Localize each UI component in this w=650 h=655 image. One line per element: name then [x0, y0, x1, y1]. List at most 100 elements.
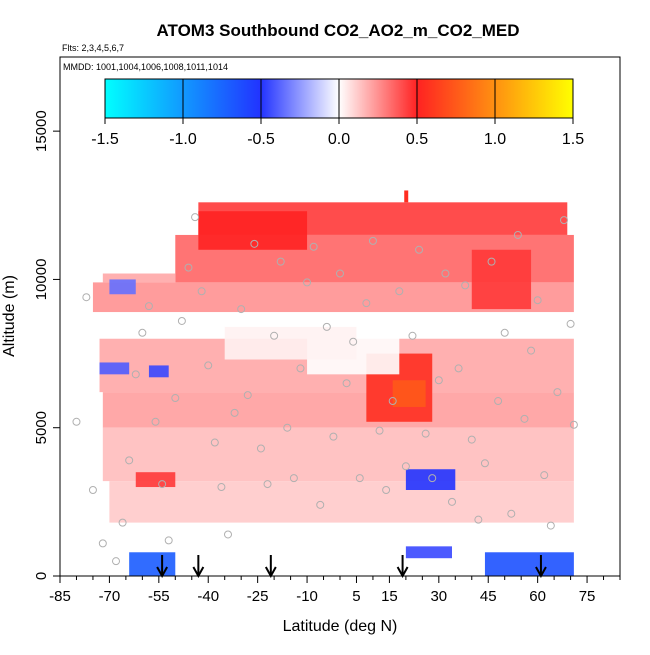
sample-point-8: [138, 328, 147, 337]
sample-point-4: [112, 557, 120, 566]
heatmap-cell-2: [102, 273, 176, 283]
sample-point-14: [177, 316, 186, 325]
colorbar-tick-label-3: 0.0: [328, 131, 350, 148]
sample-point-26: [256, 444, 265, 453]
sample-point-66: [520, 414, 529, 423]
x-tick-label-0: -85: [49, 588, 71, 605]
flight-arrow-head: [192, 566, 205, 579]
x-axis-label: Latitude (deg N): [283, 618, 398, 635]
heatmap-cell-13: [405, 546, 452, 559]
sample-point-45: [382, 485, 391, 494]
sample-point-62: [494, 397, 503, 406]
heatmap-cell-12: [484, 552, 574, 576]
heatmap-cell-11: [129, 552, 176, 576]
x-tick-label-3: -40: [197, 588, 219, 605]
heatmap-cell-6: [102, 427, 574, 482]
sample-point-54: [441, 269, 450, 278]
sample-point-23: [237, 305, 246, 314]
sample-point-40: [349, 337, 358, 346]
x-axis: -85 -70 -55 -40 -25 -10 5 15 30 45 60 75: [49, 575, 621, 605]
flight-arrow-0: [156, 555, 168, 579]
colorbar-tick-label-2: -0.5: [247, 131, 275, 148]
sample-point-50: [415, 245, 424, 254]
x-tick-label-8: 30: [430, 588, 447, 605]
sample-point-15: [184, 263, 193, 272]
flight-arrow-3: [396, 555, 409, 579]
y-tick-label-3: 15000: [33, 110, 50, 152]
sample-point-41: [355, 474, 364, 483]
sample-point-73: [566, 319, 575, 328]
sample-point-33: [303, 278, 312, 287]
sample-point-29: [276, 257, 285, 266]
sample-point-5: [118, 518, 127, 527]
sample-point-63: [500, 328, 509, 337]
sample-point-34: [309, 242, 318, 251]
sample-point-51: [421, 429, 430, 438]
sample-point-53: [434, 376, 443, 385]
sample-point-43: [368, 236, 377, 245]
sample-point-18: [204, 361, 213, 370]
flight-arrow-head: [264, 566, 277, 579]
flight-arrow-head: [535, 566, 547, 579]
sample-point-25: [250, 239, 259, 248]
flight-arrows: [156, 555, 547, 579]
flight-arrow-head: [396, 566, 409, 579]
sample-point-57: [461, 281, 470, 290]
chart-subtitle-dates: MMDD: 1001,1004,1006,1008,1011,1014: [63, 62, 228, 72]
sample-point-22: [230, 408, 239, 417]
sample-point-21: [224, 530, 232, 539]
y-tick-label-0: 0: [33, 572, 50, 580]
sample-point-12: [164, 536, 173, 545]
x-tick-label-4: -25: [247, 588, 269, 605]
sample-point-2: [88, 485, 97, 494]
sample-point-69: [540, 471, 549, 480]
sample-point-37: [329, 432, 338, 441]
sample-point-36: [322, 322, 331, 331]
sample-point-31: [289, 474, 298, 483]
sample-point-13: [171, 394, 180, 403]
heatmap-cell-10: [405, 469, 456, 490]
x-tick-label-10: 60: [529, 588, 546, 605]
sample-point-30: [283, 423, 292, 432]
sample-point-7: [131, 370, 140, 379]
sample-point-46: [388, 397, 397, 406]
sample-point-6: [125, 456, 134, 465]
chart-subtitle-flights: Flts: 2,3,4,5,6,7: [62, 43, 124, 53]
heatmap-cell-5: [102, 392, 574, 428]
heatmap-cell-19: [471, 249, 532, 310]
sample-point-27: [263, 480, 272, 489]
sample-point-65: [513, 230, 522, 239]
sample-point-59: [474, 515, 483, 524]
sample-point-55: [448, 497, 456, 506]
flight-arrow-4: [535, 555, 547, 579]
sample-point-61: [487, 257, 496, 266]
colorbar-tick-label-0: -1.5: [91, 131, 119, 148]
sample-point-20: [217, 483, 226, 492]
sample-point-35: [316, 500, 325, 509]
x-tick-label-6: 5: [352, 588, 360, 605]
sample-point-19: [210, 438, 219, 447]
sample-point-38: [336, 269, 344, 278]
colorbar-ticks: -1.5 -1.0 -0.5 0.0 0.5 1.0 1.5: [91, 79, 584, 148]
y-axis-label: Altitude (m): [1, 275, 18, 357]
heatmap-cell-9: [392, 380, 426, 407]
sample-point-39: [342, 379, 351, 388]
sample-point-49: [408, 331, 417, 340]
heatmap-cell-21: [224, 326, 357, 360]
sample-point-10: [151, 417, 160, 426]
sample-point-71: [553, 388, 562, 397]
colorbar-tick-label-5: 1.0: [484, 131, 506, 148]
sample-point-74: [569, 420, 578, 429]
sample-point-48: [401, 462, 410, 471]
sample-point-68: [533, 296, 542, 305]
sample-point-72: [560, 216, 568, 225]
sample-point-1: [82, 293, 91, 302]
heatmap-cell-16: [148, 365, 169, 378]
colorbar-tick-label-4: 0.5: [406, 131, 428, 148]
flight-arrow-head: [156, 566, 168, 579]
heatmap-cell-17: [109, 279, 136, 295]
colorbar-tick-label-6: 1.5: [562, 131, 584, 148]
heatmap-cell-15: [99, 362, 130, 375]
x-tick-label-1: -70: [99, 588, 121, 605]
sample-point-64: [507, 509, 516, 518]
